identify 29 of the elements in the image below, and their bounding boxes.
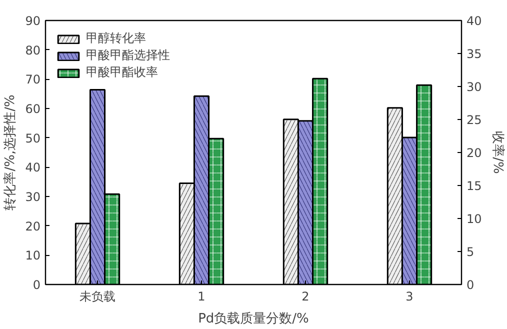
y2-tick-label: 35 (466, 47, 482, 61)
y-tick-label: 90 (25, 14, 41, 28)
y2-tick-label: 10 (466, 212, 482, 226)
x-axis-title: Pd负载质量分数/% (198, 312, 309, 326)
y-axis-title: 转化率/%,选择性/% (2, 94, 18, 210)
legend-label: 甲酸甲酯选择性 (86, 47, 170, 64)
y-tick-label: 0 (32, 278, 41, 292)
y-tick-label: 70 (25, 72, 41, 87)
x-tick-label: 2 (302, 290, 310, 304)
y-tick-label: 30 (25, 190, 41, 204)
legend-label: 甲酸甲酯收率 (86, 64, 158, 81)
y2-tick-label: 40 (466, 14, 482, 28)
y2-tick-label: 25 (466, 113, 482, 127)
y-tick-label: 60 (25, 102, 41, 116)
y2-tick-label: 20 (466, 146, 482, 160)
y-tick-label: 50 (25, 131, 41, 146)
y-tick-label: 10 (25, 248, 41, 263)
y2-axis-title: 收率/% (490, 131, 506, 174)
y-tick-label: 20 (25, 219, 41, 234)
x-tick-label: 1 (198, 290, 206, 304)
y2-tick-label: 30 (466, 80, 482, 94)
y2-tick-label: 0 (466, 278, 474, 292)
x-tick-label: 3 (406, 290, 414, 304)
y-tick-label: 40 (25, 160, 41, 175)
y2-tick-label: 15 (466, 179, 482, 193)
y2-tick-label: 5 (466, 245, 474, 259)
y-tick-label: 80 (25, 43, 41, 58)
x-tick-label: 未负载 (80, 290, 116, 304)
legend-label: 甲醇转化率 (86, 30, 146, 47)
